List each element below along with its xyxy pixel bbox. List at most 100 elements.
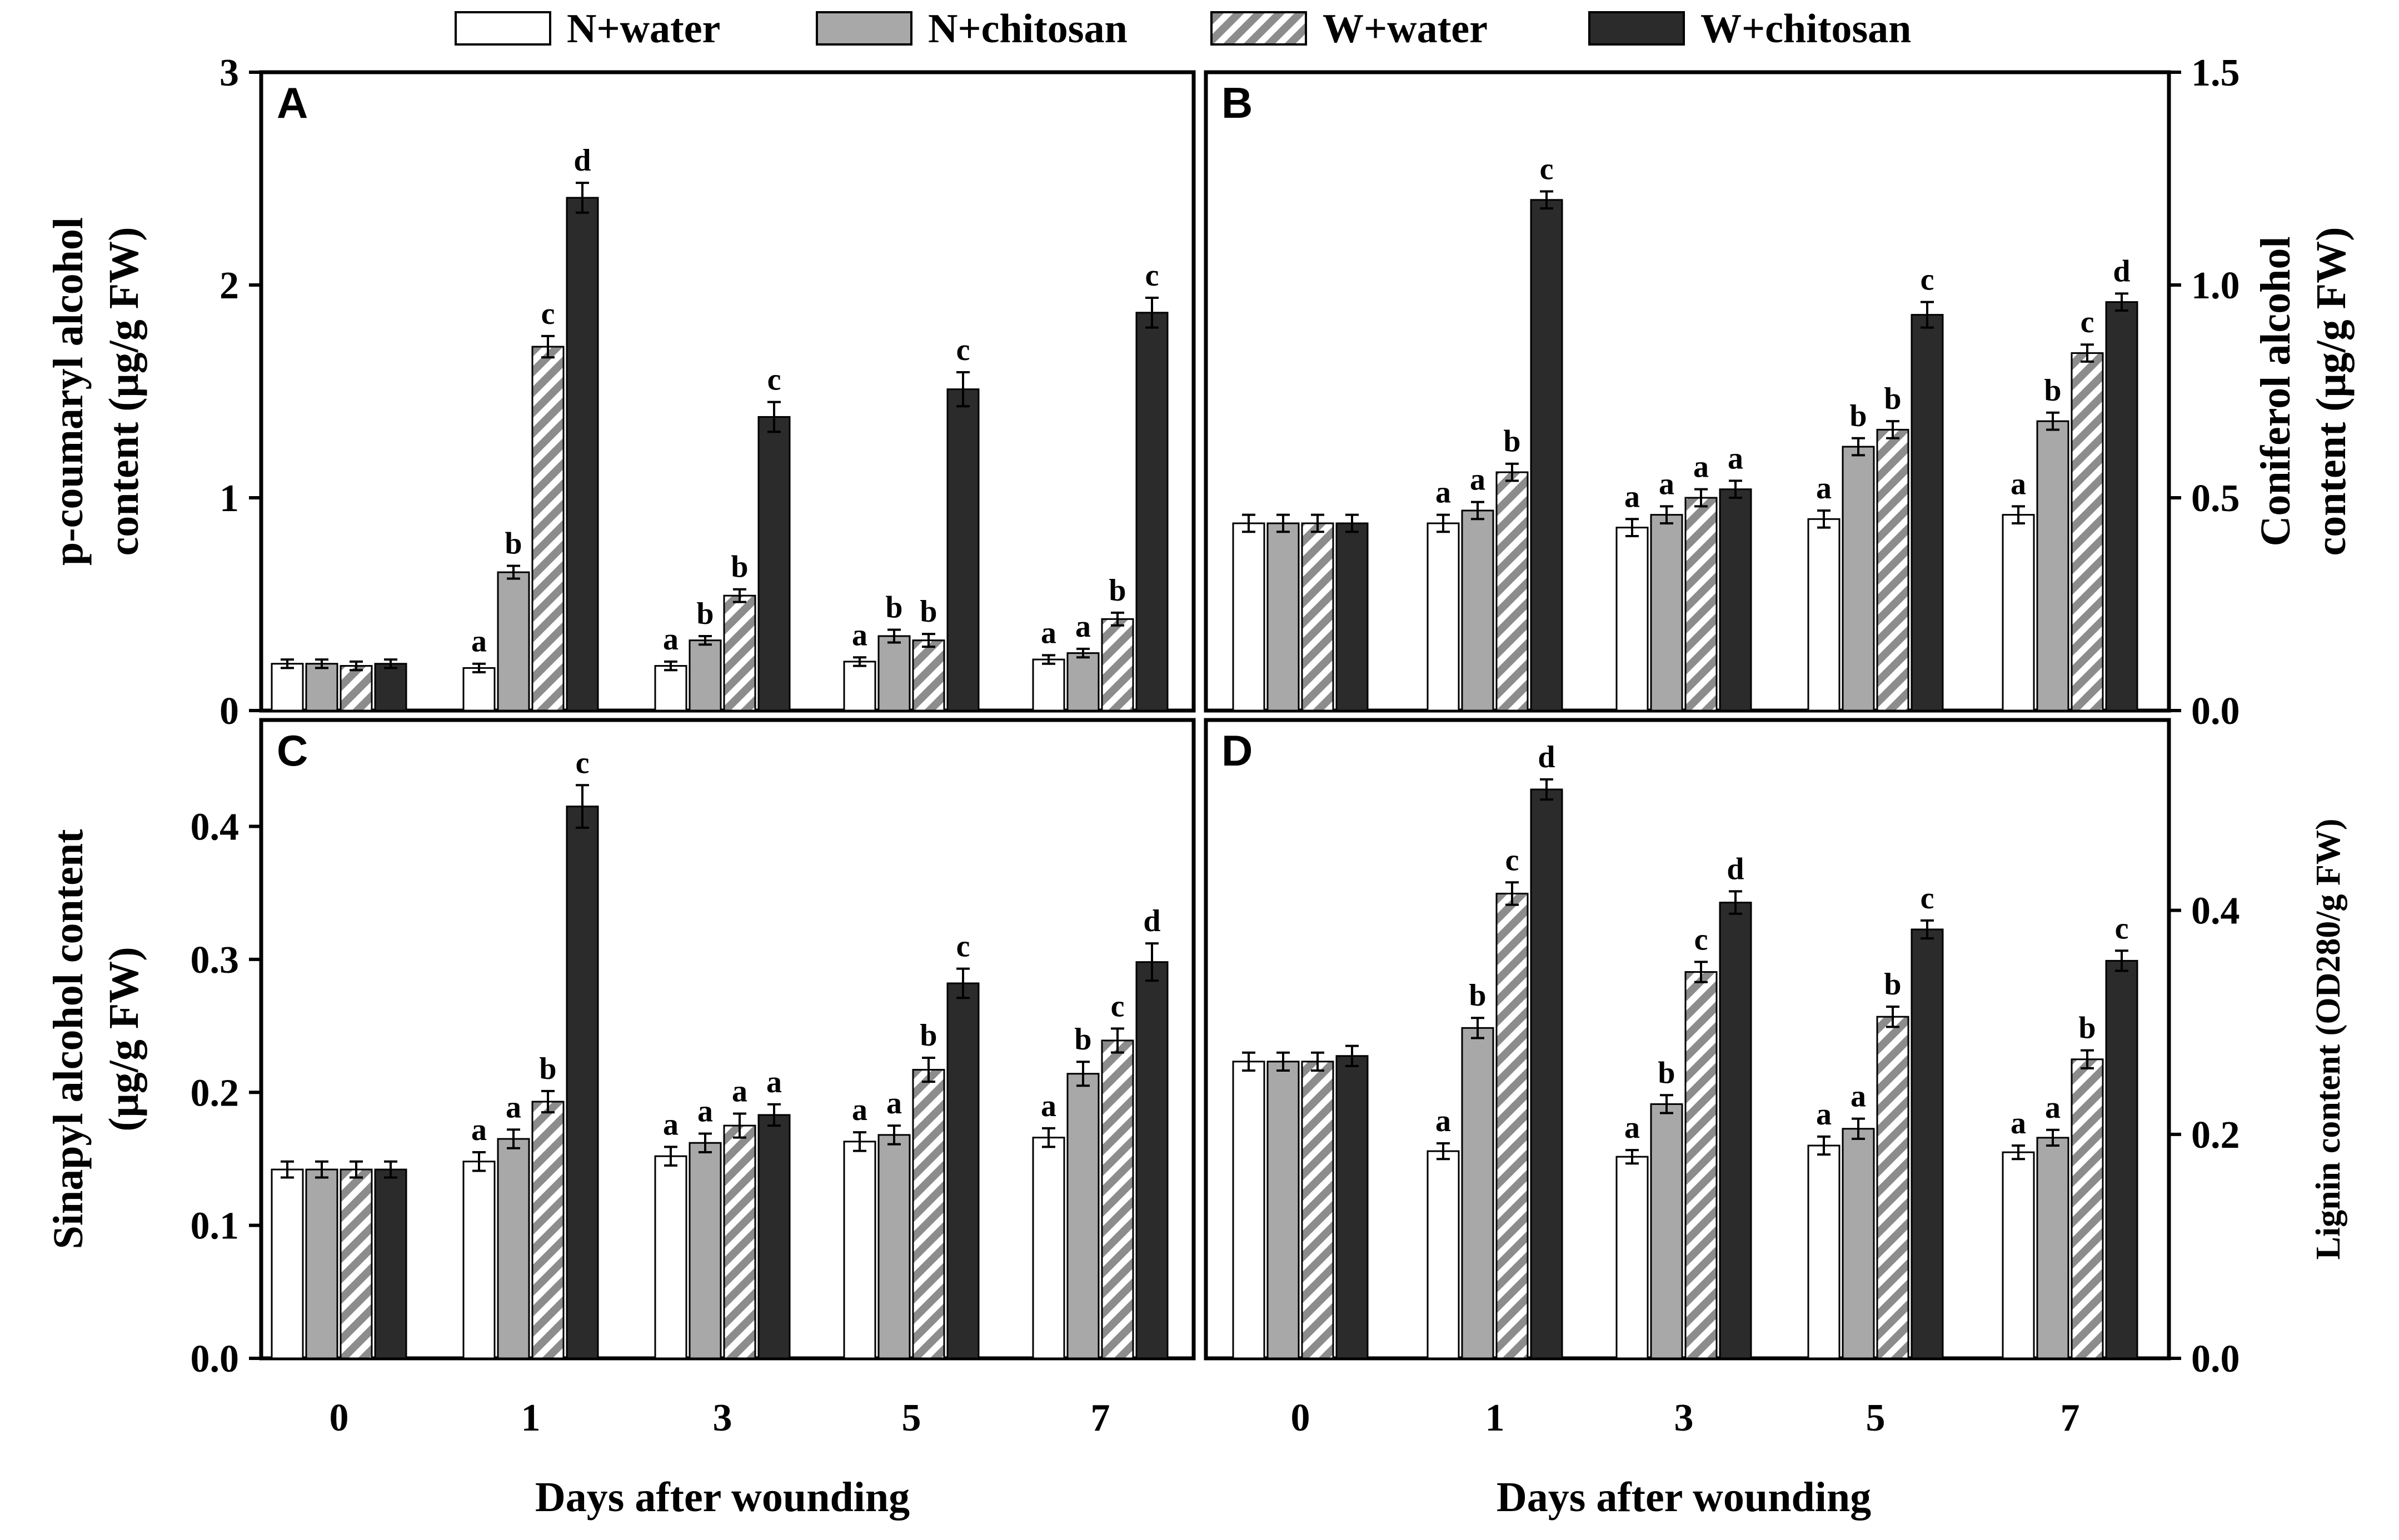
y-axis-title: Sinapyl alcohol content (45, 829, 92, 1249)
significance-letter: c (1540, 152, 1554, 186)
significance-letter: b (885, 590, 902, 624)
significance-letter: a (2011, 467, 2026, 501)
panel-a: A 0 1 2 3 p-coumaryl alcohol content (μg/g FW)… (45, 52, 1196, 733)
significance-letter: c (956, 333, 970, 367)
bar (757, 416, 791, 712)
bar (1842, 1128, 1875, 1359)
x-tick-label: 3 (1674, 1397, 1694, 1439)
significance-letter: a (697, 1094, 713, 1128)
significance-letter: b (505, 527, 522, 561)
bar (1807, 518, 1841, 712)
bar (1842, 446, 1875, 712)
y-tick-label: 0.5 (2191, 477, 2240, 520)
significance-letter: b (1503, 424, 1520, 459)
significance-letter: b (1658, 1056, 1675, 1090)
significance-letter: a (1075, 609, 1091, 644)
y-axis-title: Lignin content (OD280/g FW) (2310, 819, 2347, 1260)
significance-letter: a (1435, 1104, 1451, 1138)
bar (1301, 1061, 1334, 1359)
legend-label: W+water (1323, 6, 1488, 52)
bar (1650, 1103, 1683, 1359)
legend-entry-3: W+water (1210, 6, 1488, 52)
x-tick-label: 0 (1291, 1397, 1310, 1439)
significance-letter: c (1921, 263, 1934, 297)
significance-letter: a (1041, 616, 1056, 650)
y-axis-title: p-coumaryl alcohol (45, 217, 92, 566)
legend-entry-1: N+water (455, 6, 720, 52)
x-tick-label: 0 (330, 1397, 349, 1439)
bar (654, 665, 687, 712)
significance-letter: a (766, 1065, 782, 1099)
significance-letter: c (956, 929, 970, 964)
bar (2105, 959, 2138, 1359)
legend-label: N+chitosan (928, 6, 1128, 52)
bar (374, 663, 407, 712)
significance-letter: a (663, 1107, 679, 1142)
significance-letter: b (1074, 1022, 1091, 1057)
bar (1427, 522, 1460, 712)
bar (1530, 788, 1563, 1359)
bar (1876, 1016, 1909, 1359)
significance-letter: a (2045, 1091, 2061, 1125)
y-tick-label: 0.0 (2191, 1338, 2240, 1381)
significance-letter: a (1624, 1111, 1640, 1145)
panel-d: D0.00.20.4 Lignin content (OD280/g FW)abc… (1204, 718, 2347, 1381)
bar (912, 639, 945, 712)
bar (1911, 314, 1944, 712)
significance-letter: c (1145, 258, 1159, 293)
bar (1335, 1055, 1369, 1359)
significance-letter: a (732, 1074, 747, 1109)
bar (497, 1138, 530, 1359)
bar (1032, 658, 1065, 712)
bar (2105, 301, 2138, 712)
x-tick-label: 1 (1485, 1397, 1505, 1439)
bar (1807, 1144, 1841, 1359)
bar (1335, 522, 1369, 712)
bar (1461, 1027, 1494, 1359)
bar (374, 1168, 407, 1359)
significance-letter: b (920, 1018, 937, 1053)
bar (1719, 488, 1752, 712)
bar (1615, 1156, 1649, 1359)
bar (877, 635, 911, 712)
significance-letter: c (1505, 843, 1519, 877)
y-tick-label: 1.0 (2191, 264, 2240, 307)
panel-b: B 0.0 0.5 1.0 1.5 Coniferol alcohol content (μ… (1204, 52, 2355, 733)
bar (566, 806, 599, 1359)
y-axis-title: Coniferol alcohol (2252, 236, 2299, 546)
significance-letter: d (1538, 740, 1555, 774)
x-axes: 0 1 3 5 7 Days after wounding 0 1 3 5 7 Days after … (330, 1397, 2080, 1521)
bar (2002, 514, 2035, 712)
bar (2036, 1137, 2069, 1359)
bar (1530, 199, 1563, 712)
panel-label: B (1221, 78, 1253, 127)
significance-letter: a (886, 1086, 902, 1121)
significance-letter: a (1041, 1089, 1056, 1123)
legend-swatch (816, 11, 912, 46)
significance-letter: c (2081, 305, 2094, 339)
y-tick-label: 1.5 (2191, 52, 2240, 94)
x-tick-label: 7 (1091, 1397, 1110, 1439)
bar (2071, 352, 2104, 712)
significance-letter: c (1111, 989, 1125, 1023)
bar (1066, 1073, 1100, 1359)
x-tick-label: 5 (902, 1397, 921, 1439)
bar (1232, 522, 1265, 712)
bar (946, 388, 980, 712)
bar (1266, 522, 1300, 712)
significance-letter: c (541, 297, 555, 331)
bar (1684, 971, 1718, 1359)
y-tick-label: 3 (220, 52, 239, 94)
significance-letter: a (663, 622, 679, 657)
y-tick-label: 0 (220, 690, 239, 733)
significance-letter: c (1694, 922, 1708, 957)
bar (654, 1155, 687, 1359)
bar (531, 1101, 565, 1359)
significance-letter: a (1624, 479, 1640, 514)
bar (689, 639, 722, 712)
bar (462, 667, 496, 712)
significance-letter: a (1816, 471, 1832, 506)
bar (2071, 1058, 2104, 1359)
significance-letter: b (539, 1052, 556, 1086)
legend-swatch (455, 11, 551, 46)
